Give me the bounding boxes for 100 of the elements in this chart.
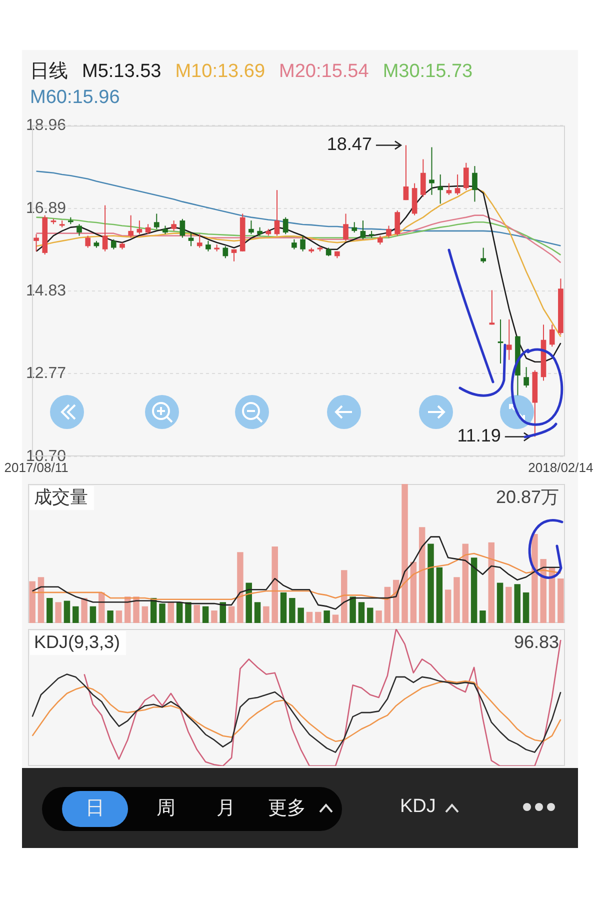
bar: [107, 610, 114, 623]
bar: [280, 592, 287, 623]
candlestick: [145, 224, 151, 235]
candlestick: [292, 238, 297, 250]
candlestick: [110, 238, 116, 250]
chart-title: 成交量: [34, 486, 88, 507]
bar: [55, 602, 62, 623]
bar: [64, 600, 70, 623]
bar: [246, 582, 252, 623]
y-tick-label: 18.96: [26, 117, 66, 134]
candlestick: [136, 220, 142, 235]
bar: [142, 606, 148, 623]
bar: [514, 584, 520, 623]
bar: [470, 558, 478, 623]
bar: [324, 610, 330, 623]
text: 周: [156, 797, 176, 821]
bar: [202, 606, 209, 623]
bar: [185, 602, 192, 623]
bar: [237, 552, 244, 623]
bar: [418, 527, 426, 623]
candlestick: [446, 182, 452, 196]
text: KDJ: [400, 796, 436, 818]
bar: [367, 608, 374, 623]
text: 更多: [267, 797, 307, 821]
bar: [38, 577, 44, 623]
candlestick: [394, 210, 400, 236]
bar: [384, 586, 391, 623]
bar: [341, 570, 348, 623]
bar: [298, 608, 304, 623]
chart-title: KDJ(9,3,3): [34, 632, 120, 652]
bar: [436, 567, 443, 623]
bar: [444, 590, 452, 623]
candlestick: [480, 247, 486, 264]
text: M60:15.96: [30, 86, 120, 110]
bar: [90, 606, 96, 623]
candlestick: [222, 246, 228, 259]
candlestick: [180, 218, 186, 238]
bar: [194, 604, 200, 623]
candlestick: [128, 214, 134, 238]
bar: [506, 586, 512, 623]
candlestick: [386, 225, 392, 238]
bar: [176, 602, 183, 623]
candlestick: [403, 144, 409, 201]
bar: [46, 598, 53, 623]
candlestick: [76, 224, 82, 236]
text: M30:15.73: [382, 60, 473, 84]
candlestick: [102, 204, 108, 252]
candlestick: [463, 162, 469, 191]
text: M5:13.53: [82, 60, 162, 84]
bar: [558, 578, 564, 623]
text: 月: [216, 797, 236, 821]
annotation: 20.87万: [496, 486, 559, 507]
candlestick: [506, 318, 512, 360]
candlestick: [489, 290, 495, 326]
candlestick: [343, 213, 348, 242]
candlestick: [196, 234, 202, 248]
bar: [133, 596, 140, 623]
bar: [332, 614, 339, 623]
legend-title: 日线: [30, 60, 68, 84]
candlestick: [85, 235, 91, 248]
text: 日: [62, 791, 128, 827]
candlestick: [429, 146, 434, 196]
bar: [263, 606, 270, 623]
bar: [306, 612, 313, 623]
bar: [496, 582, 504, 623]
bar: [522, 592, 530, 623]
candlestick: [274, 190, 280, 236]
candlestick: [420, 158, 426, 198]
bar: [358, 602, 365, 623]
bar: [350, 596, 356, 623]
bar: [488, 542, 494, 623]
candlestick: [360, 220, 366, 240]
bar: [159, 604, 166, 623]
candlestick: [438, 174, 444, 204]
bar: [116, 610, 122, 623]
bar: [220, 602, 226, 623]
bar: [376, 610, 382, 623]
x-tick-label: 2018/02/14: [528, 460, 594, 475]
bar: [462, 544, 469, 623]
candlestick: [34, 234, 39, 252]
bar: [428, 544, 434, 623]
bar: [454, 577, 460, 623]
bar: [272, 546, 278, 623]
bar: [289, 598, 296, 623]
bar: [480, 610, 486, 623]
bar: [211, 610, 218, 623]
text: M20:15.54: [279, 60, 369, 84]
annotation: 11.19: [457, 426, 501, 446]
bar: [72, 606, 79, 623]
candlestick: [282, 216, 288, 235]
candlestick: [524, 366, 529, 388]
y-tick-label: 14.83: [26, 282, 66, 300]
text: M10:13.69: [175, 60, 266, 84]
bar: [254, 602, 261, 623]
bar: [168, 602, 174, 623]
bar: [402, 484, 408, 623]
candlestick: [154, 213, 160, 230]
y-tick-label: 12.77: [26, 364, 66, 382]
bar: [410, 562, 417, 623]
bar: [81, 598, 88, 623]
